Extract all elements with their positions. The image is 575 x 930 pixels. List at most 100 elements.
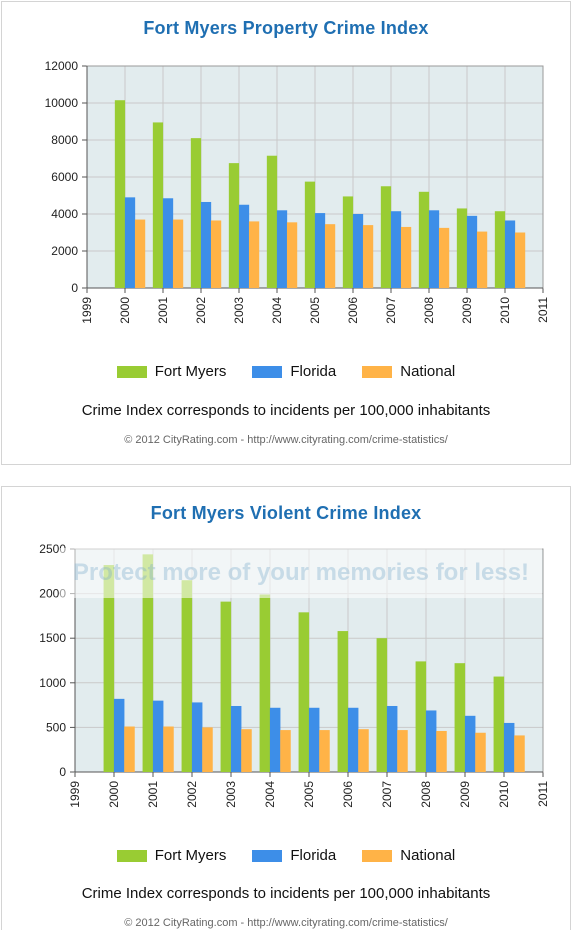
bar-florida-2006	[347, 707, 359, 772]
x-tick-label: 2004	[263, 781, 277, 808]
watermark-banner: Protect more of your memories for less!	[60, 548, 542, 598]
y-tick-label: 10000	[45, 96, 79, 110]
x-tick-label: 2009	[460, 297, 474, 324]
legend-item-florida: Florida	[252, 847, 336, 864]
bar-fort-myers-2000	[103, 565, 115, 772]
bar-florida-2008	[428, 210, 440, 288]
bar-fort-myers-2008	[415, 661, 427, 772]
x-tick-label: 2007	[384, 297, 398, 324]
bar-national-2006	[358, 729, 369, 772]
x-tick-label: 2004	[270, 297, 284, 324]
bar-national-2006	[362, 225, 374, 288]
bar-national-2001	[163, 726, 174, 772]
x-tick-label: 2001	[156, 297, 170, 324]
x-tick-label: 2005	[302, 781, 316, 808]
x-tick-label: 2002	[185, 781, 199, 808]
legend-label: Fort Myers	[154, 363, 227, 380]
y-tick-label: 1500	[39, 631, 66, 645]
legend-swatch-fort-myers	[116, 849, 147, 862]
x-tick-label: 2011	[536, 781, 550, 807]
bar-fort-myers-2004	[266, 155, 278, 288]
legend-label: Florida	[290, 847, 337, 864]
bar-national-2008	[436, 730, 447, 772]
legend-swatch-fort-myers	[116, 365, 147, 378]
x-tick-label: 2005	[308, 297, 322, 324]
bar-florida-2002	[200, 201, 212, 288]
bar-florida-2000	[124, 197, 136, 288]
bar-fort-myers-2008	[418, 191, 430, 288]
bar-florida-2007	[386, 705, 398, 772]
x-tick-label: 2000	[107, 781, 121, 808]
bar-fort-myers-2006	[337, 631, 349, 772]
y-tick-label: 2000	[39, 587, 66, 601]
bar-florida-2005	[314, 213, 326, 288]
bar-national-2004	[280, 730, 291, 772]
x-tick-label: 2010	[498, 297, 512, 324]
y-tick-label: 2000	[51, 244, 78, 258]
bar-fort-myers-2000	[114, 100, 126, 288]
violent-legend: Fort Myers Florida National	[2, 847, 570, 864]
bar-national-2002	[202, 727, 213, 772]
bar-florida-2009	[464, 715, 476, 772]
bar-national-2009	[475, 732, 486, 772]
legend-label: Florida	[290, 363, 337, 380]
bar-fort-myers-2003	[220, 601, 232, 772]
legend-label: National	[400, 363, 456, 380]
x-tick-label: 2003	[224, 781, 238, 808]
bar-fort-myers-2006	[342, 196, 354, 288]
legend-swatch-florida	[252, 365, 283, 378]
bar-florida-2006	[352, 214, 364, 288]
bar-national-2010	[514, 735, 525, 772]
legend-item-fort-myers: Fort Myers	[116, 847, 227, 864]
x-tick-label: 2003	[232, 297, 246, 324]
y-tick-label: 500	[46, 720, 66, 734]
bar-national-2005	[319, 730, 330, 772]
bar-florida-2004	[269, 707, 281, 772]
y-tick-label: 0	[71, 281, 78, 295]
legend-label: Fort Myers	[154, 847, 227, 864]
bar-national-2000	[124, 726, 135, 772]
bar-fort-myers-2004	[259, 594, 271, 772]
x-tick-label: 2008	[422, 297, 436, 324]
bar-florida-2001	[162, 198, 174, 288]
bar-national-2001	[172, 219, 184, 288]
x-tick-label: 2001	[146, 781, 160, 808]
bar-florida-2003	[238, 204, 250, 288]
x-tick-label: 1999	[68, 781, 82, 808]
y-tick-label: 8000	[51, 133, 78, 147]
bar-fort-myers-2002	[190, 138, 202, 288]
bar-florida-2009	[466, 215, 478, 288]
bar-florida-2001	[152, 700, 164, 772]
bar-fort-myers-2010	[494, 211, 506, 288]
bar-florida-2010	[503, 722, 515, 772]
bar-florida-2008	[425, 710, 437, 772]
bar-fort-myers-2002	[181, 580, 193, 772]
bar-national-2007	[397, 730, 408, 772]
bar-national-2010	[514, 232, 526, 288]
property-credit: © 2012 CityRating.com - http://www.cityr…	[124, 434, 448, 446]
legend-item-florida: Florida	[252, 363, 336, 380]
bar-florida-2003	[230, 705, 242, 772]
x-tick-label: 2009	[458, 781, 472, 808]
bar-national-2004	[286, 222, 298, 288]
x-tick-label: 2002	[194, 297, 208, 324]
bar-florida-2002	[191, 702, 203, 772]
x-tick-label: 2006	[346, 297, 360, 324]
x-tick-label: 2007	[380, 781, 394, 808]
legend-item-national: National	[362, 847, 455, 864]
bar-fort-myers-2010	[493, 676, 505, 772]
x-tick-label: 1999	[80, 297, 94, 324]
bar-fort-myers-2003	[228, 163, 240, 288]
legend-swatch-national	[362, 849, 393, 862]
bar-national-2003	[248, 221, 260, 288]
bar-florida-2007	[390, 211, 402, 288]
y-tick-label: 6000	[51, 170, 78, 184]
x-tick-label: 2006	[341, 781, 355, 808]
violent-chart-title: Fort Myers Violent Crime Index	[150, 503, 422, 523]
property-legend: Fort Myers Florida National	[2, 363, 570, 380]
property-note: Crime Index corresponds to incidents per…	[81, 402, 491, 419]
bar-fort-myers-2005	[298, 612, 310, 772]
violent-note: Crime Index corresponds to incidents per…	[81, 885, 491, 902]
bar-national-2009	[476, 231, 488, 288]
x-tick-label: 2010	[497, 781, 511, 808]
